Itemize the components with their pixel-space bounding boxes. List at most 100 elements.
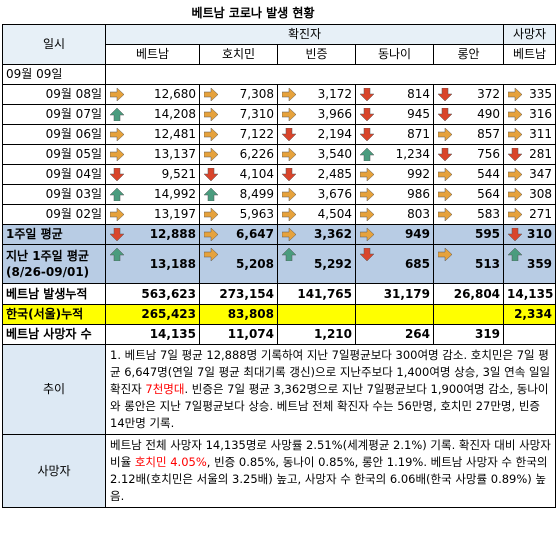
week-avg-longan-value: 595 bbox=[474, 227, 501, 241]
cell-deaths-value: 281 bbox=[529, 147, 553, 161]
cell-binhduong-value: 2,194 bbox=[317, 127, 352, 141]
down-arrow-icon bbox=[204, 168, 218, 181]
right-arrow-icon bbox=[438, 208, 452, 221]
cell-longan-value: 544 bbox=[477, 167, 501, 181]
cell-longan: 372 bbox=[432, 84, 505, 105]
up-arrow-icon bbox=[282, 248, 296, 261]
cell-longan: 564 bbox=[432, 184, 505, 205]
cell-binhduong-value: 2,485 bbox=[317, 167, 352, 181]
col-header-vietnam: 베트남 bbox=[105, 44, 200, 65]
korea-total-longan bbox=[432, 304, 505, 325]
vn-total-vietnam: 563,623 bbox=[105, 283, 200, 305]
row-date: 09월 08일 bbox=[2, 84, 106, 105]
week-avg-dongnai: 949 bbox=[355, 224, 434, 245]
cell-longan: 756 bbox=[432, 144, 505, 165]
cell-dongnai-value: 992 bbox=[407, 167, 430, 181]
cell-dongnai: 992 bbox=[355, 164, 434, 185]
cell-dongnai-value: 1,234 bbox=[395, 147, 430, 161]
last-week-avg-dongnai: 685 bbox=[355, 244, 434, 284]
cell-deaths: 316 bbox=[503, 104, 557, 125]
vn-deaths-vietnam-value: 14,135 bbox=[149, 327, 196, 341]
up-arrow-icon bbox=[508, 248, 523, 261]
table-row: 09월 02일 13,197 5,963 4,504 803 583 271 bbox=[2, 204, 557, 225]
cell-binhduong-value: 3,966 bbox=[317, 107, 352, 121]
cell-dongnai-value: 814 bbox=[407, 87, 430, 101]
down-arrow-icon bbox=[508, 148, 523, 161]
right-arrow-icon bbox=[508, 188, 523, 201]
week-avg-vietnam-value: 12,888 bbox=[149, 227, 196, 241]
down-arrow-icon bbox=[508, 228, 523, 241]
cell-deaths-value: 308 bbox=[529, 187, 553, 201]
last-week-avg-deaths: 359 bbox=[503, 244, 557, 284]
cell-binhduong: 3,172 bbox=[277, 84, 356, 105]
down-arrow-icon bbox=[360, 248, 374, 261]
covid-table: 베트남 코로나 발생 현황 일시 확진자 사망자 베트남 호치민 빈증 동나이 … bbox=[2, 2, 557, 508]
cell-longan: 857 bbox=[432, 124, 505, 145]
week-avg-dongnai-value: 949 bbox=[404, 227, 430, 241]
cell-vietnam-value: 14,208 bbox=[154, 107, 196, 121]
cell-deaths-value: 347 bbox=[529, 167, 553, 181]
right-arrow-icon bbox=[110, 148, 124, 161]
last-week-avg-label: 지난 1주일 평균 (8/26-09/01) bbox=[2, 244, 106, 284]
vn-total-deaths: 14,135 bbox=[503, 283, 557, 305]
korea-total-label: 한국(서울)누적 bbox=[2, 304, 106, 325]
vn-total-longan-value: 26,804 bbox=[453, 286, 501, 301]
cell-hcmc: 8,499 bbox=[199, 184, 278, 205]
right-arrow-icon bbox=[282, 108, 296, 121]
right-arrow-icon bbox=[508, 128, 523, 141]
week-avg-binhduong: 3,362 bbox=[277, 224, 356, 245]
right-arrow-icon bbox=[508, 168, 523, 181]
current-date: 09월 09일 bbox=[2, 64, 106, 85]
last-week-avg-binhduong: 5,292 bbox=[277, 244, 356, 284]
row-date: 09월 06일 bbox=[2, 124, 106, 145]
cell-vietnam-value: 14,992 bbox=[154, 187, 196, 201]
cell-hcmc: 7,310 bbox=[199, 104, 278, 125]
col-header-dongnai: 동나이 bbox=[355, 44, 434, 65]
right-arrow-icon bbox=[110, 128, 124, 141]
week-avg-label: 1주일 평균 bbox=[2, 224, 106, 245]
cell-vietnam: 13,197 bbox=[105, 204, 200, 225]
right-arrow-icon bbox=[508, 88, 523, 101]
up-arrow-icon bbox=[110, 248, 124, 261]
row-date: 09월 04일 bbox=[2, 164, 106, 185]
vn-deaths-dongnai-value: 264 bbox=[404, 327, 430, 341]
cell-vietnam-value: 13,197 bbox=[154, 207, 196, 221]
cell-dongnai-value: 945 bbox=[407, 107, 430, 121]
right-arrow-icon bbox=[204, 208, 218, 221]
week-avg-deaths: 310 bbox=[503, 224, 557, 245]
vn-deaths-label: 베트남 사망자 수 bbox=[2, 324, 106, 345]
cell-hcmc-value: 7,310 bbox=[239, 107, 274, 121]
korea-total-hcmc-value: 83,808 bbox=[227, 307, 274, 321]
deaths-text-part-b: , 빈증 0.85%, 동나이 0.85%, 롱안 1.19%. 베트남 사망자… bbox=[110, 455, 548, 503]
right-arrow-icon bbox=[282, 88, 296, 101]
last-week-avg-title: 지난 1주일 평균 bbox=[6, 249, 89, 263]
vn-deaths-binhduong: 1,210 bbox=[277, 324, 356, 345]
right-arrow-icon bbox=[204, 228, 218, 241]
vn-deaths-binhduong-value: 1,210 bbox=[314, 327, 352, 341]
deaths-label: 사망자 bbox=[2, 434, 106, 508]
table-row: 09월 06일 12,481 7,122 2,194 871 857 311 bbox=[2, 124, 557, 145]
down-arrow-icon bbox=[282, 168, 296, 181]
down-arrow-icon bbox=[438, 88, 452, 101]
vn-deaths-hcmc-value: 11,074 bbox=[227, 327, 274, 341]
cell-dongnai-value: 986 bbox=[407, 187, 430, 201]
deaths-text: 베트남 전체 사망자 14,135명로 사망률 2.51%(세계평균 2.1%)… bbox=[104, 434, 557, 508]
right-arrow-icon bbox=[110, 88, 124, 101]
trend-text-part-a: 1. 베트남 7일 평균 12,888명 기록하여 지난 7일평균보다 300여… bbox=[110, 348, 551, 396]
vn-total-hcmc-value: 273,154 bbox=[219, 286, 274, 301]
cell-hcmc-value: 6,226 bbox=[239, 147, 274, 161]
vn-total-hcmc: 273,154 bbox=[199, 283, 278, 305]
down-arrow-icon bbox=[360, 108, 374, 121]
last-week-avg-hcmc: 5,208 bbox=[199, 244, 278, 284]
cell-longan: 490 bbox=[432, 104, 505, 125]
cell-hcmc-value: 7,122 bbox=[239, 127, 274, 141]
cell-deaths: 271 bbox=[503, 204, 557, 225]
cell-hcmc: 4,104 bbox=[199, 164, 278, 185]
right-arrow-icon bbox=[438, 128, 452, 141]
vn-total-label: 베트남 발생누적 bbox=[2, 283, 106, 305]
vn-deaths-longan: 319 bbox=[432, 324, 505, 345]
cell-deaths-value: 316 bbox=[529, 107, 553, 121]
cell-longan-value: 564 bbox=[477, 187, 501, 201]
up-arrow-icon bbox=[360, 148, 374, 161]
last-week-avg-vietnam: 13,188 bbox=[105, 244, 200, 284]
